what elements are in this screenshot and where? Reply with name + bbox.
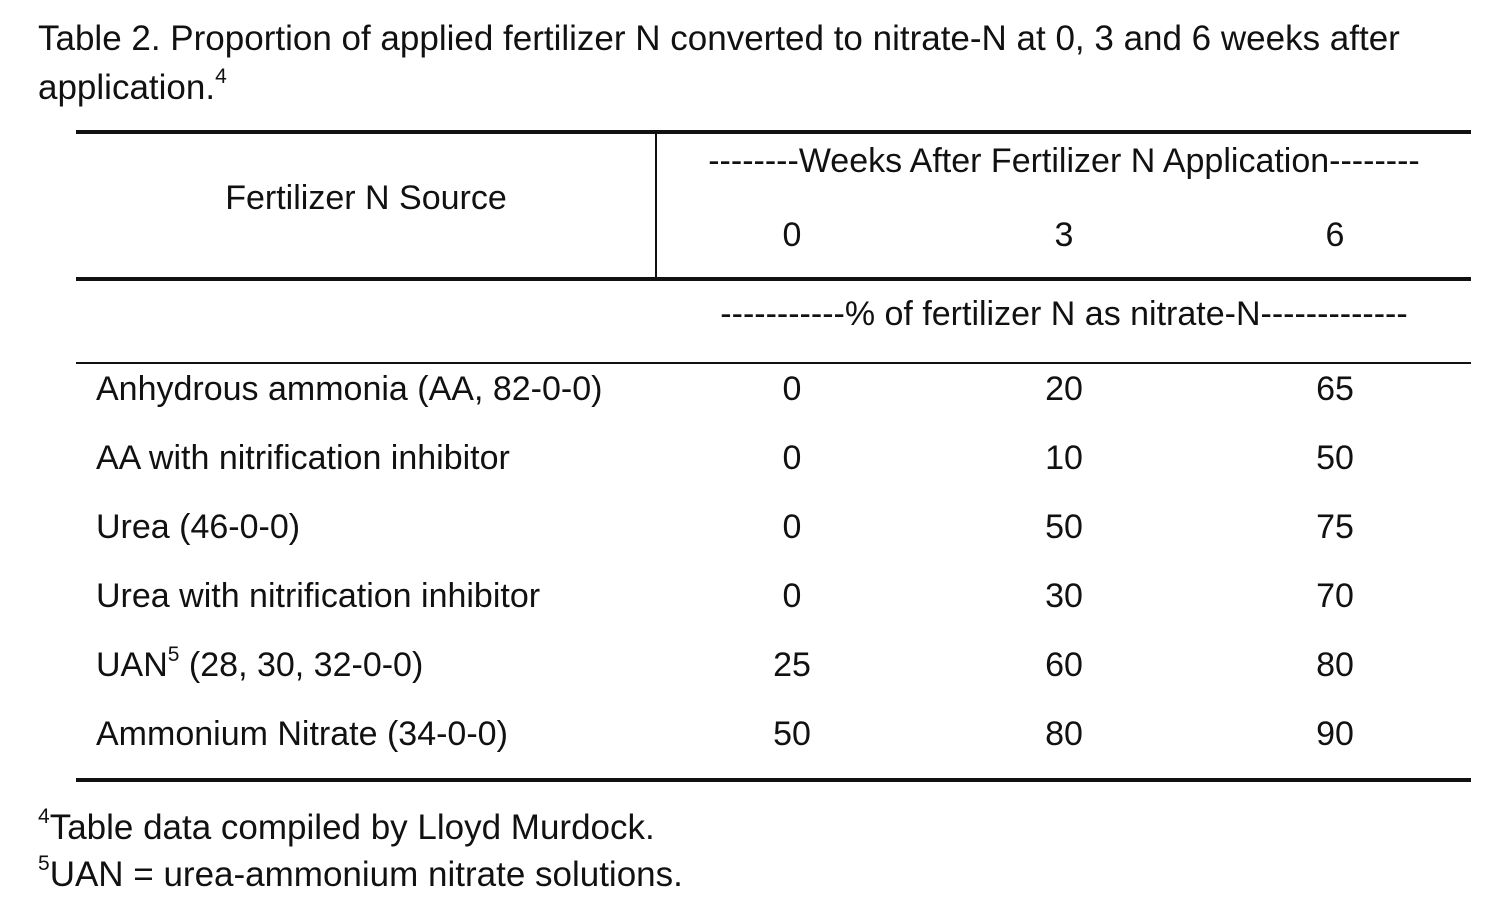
row-source-text: UAN (96, 646, 168, 684)
row-value-week-3: 80 (1045, 715, 1083, 753)
footnote-text: UAN = urea-ammonium nitrate solutions. (49, 855, 683, 894)
row-value-week-0: 50 (773, 715, 811, 753)
caption-footnote-mark: 4 (215, 65, 227, 89)
row-source: Ammonium Nitrate (34-0-0) (96, 714, 508, 754)
caption-text: Table 2. Proportion of applied fertilize… (38, 19, 1400, 107)
table-caption: Table 2. Proportion of applied fertilize… (38, 14, 1493, 112)
row-value-week-3: 30 (1045, 577, 1083, 615)
row-value-week-0: 25 (773, 646, 811, 684)
row-value-week-0: 0 (782, 370, 802, 408)
fertilizer-source-header: Fertilizer N Source (225, 179, 507, 217)
weeks-group-header: --------Weeks After Fertilizer N Applica… (708, 142, 1420, 180)
week-header-0: 0 (782, 216, 802, 254)
footnote-mark: 5 (38, 852, 50, 876)
row-value-week-0: 0 (782, 439, 802, 477)
row-value-week-6: 70 (1316, 577, 1354, 615)
unit-row-rule (76, 362, 1471, 364)
footnote-5: 5UAN = urea-ammonium nitrate solutions. (38, 853, 683, 897)
unit-header: -----------% of fertilizer N as nitrate-… (720, 295, 1408, 333)
row-value-week-6: 65 (1316, 370, 1354, 408)
row-value-week-6: 75 (1316, 508, 1354, 546)
row-value-week-3: 20 (1045, 370, 1083, 408)
row-source-tail: (28, 30, 32-0-0) (179, 646, 424, 684)
footnote-text: Table data compiled by Lloyd Murdock. (49, 808, 655, 847)
row-source-footnote-mark: 5 (167, 642, 180, 666)
row-value-week-3: 50 (1045, 508, 1083, 546)
week-header-3: 3 (1054, 216, 1074, 254)
row-value-week-3: 60 (1045, 646, 1083, 684)
footnote-4: 4Table data compiled by Lloyd Murdock. (38, 806, 655, 850)
row-value-week-6: 50 (1316, 439, 1354, 477)
row-source-text: Urea (46-0-0) (96, 508, 301, 546)
row-source: AA with nitrification inhibitor (96, 438, 510, 478)
row-source: Urea (46-0-0) (96, 507, 300, 547)
table-bottom-rule (76, 778, 1471, 782)
row-source: Anhydrous ammonia (AA, 82-0-0) (96, 369, 602, 409)
row-value-week-0: 0 (782, 508, 802, 546)
table-top-rule (76, 130, 1471, 134)
week-header-6: 6 (1325, 216, 1345, 254)
row-source-text: Anhydrous ammonia (AA, 82-0-0) (96, 370, 603, 408)
header-vertical-divider (655, 131, 657, 280)
row-source: Urea with nitrification inhibitor (96, 576, 540, 616)
row-source-text: Ammonium Nitrate (34-0-0) (96, 715, 508, 753)
row-value-week-6: 90 (1316, 715, 1354, 753)
row-source-text: Urea with nitrification inhibitor (96, 577, 541, 615)
row-source-text: AA with nitrification inhibitor (96, 439, 510, 477)
row-value-week-0: 0 (782, 577, 802, 615)
header-bottom-rule (76, 277, 1471, 281)
row-value-week-6: 80 (1316, 646, 1354, 684)
footnote-mark: 4 (38, 805, 50, 829)
row-value-week-3: 10 (1045, 439, 1083, 477)
row-source: UAN5 (28, 30, 32-0-0) (96, 642, 424, 685)
